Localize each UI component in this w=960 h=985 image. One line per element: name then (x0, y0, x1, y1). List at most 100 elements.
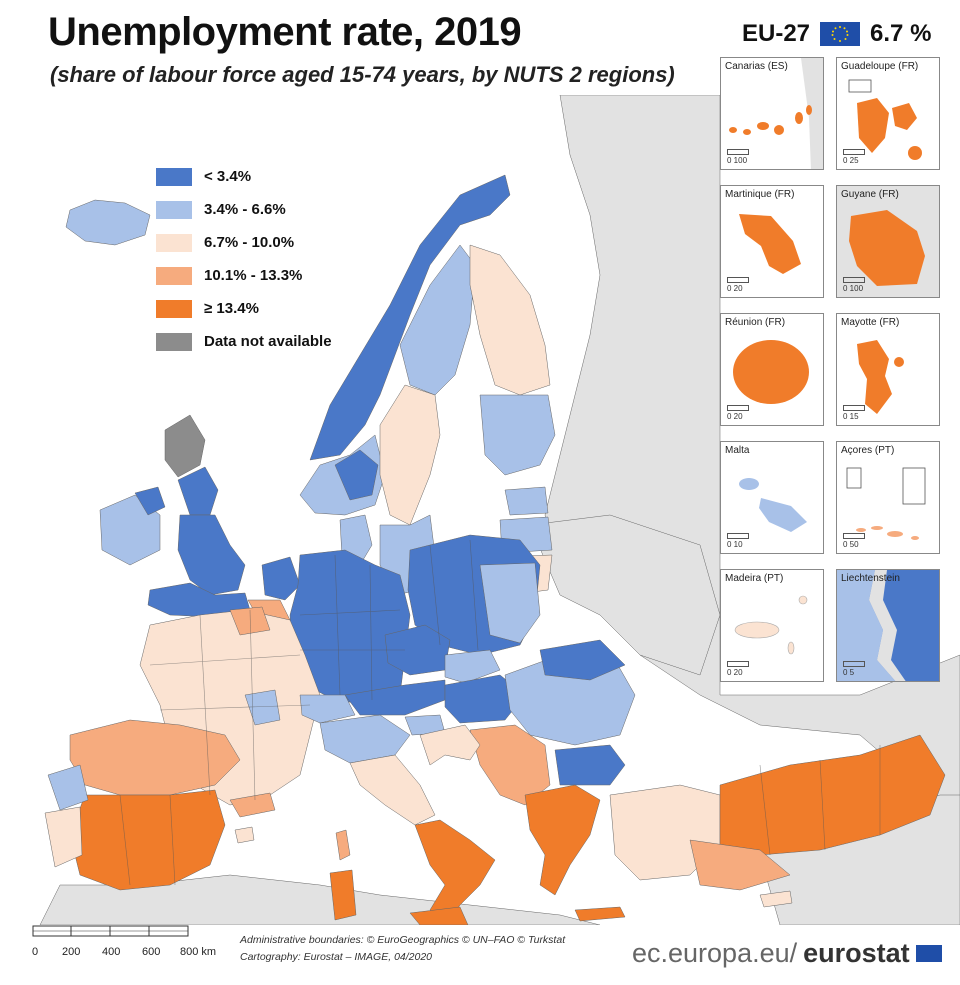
legend-label-2: 3.4% - 6.6% (204, 201, 286, 218)
inset-map-malta (721, 442, 823, 553)
crete-region (574, 906, 626, 922)
inset-guyane: Guyane (FR) 0 100 (836, 185, 940, 298)
inset-name-martinique: Martinique (FR) (725, 189, 795, 200)
france-south-region (229, 792, 276, 818)
estonia-region (504, 486, 549, 516)
legend-label-5: ≥ 13.4% (204, 300, 259, 317)
ireland-region (99, 494, 161, 566)
cyprus-region (759, 890, 793, 908)
romania-north-region (539, 639, 626, 681)
finland-north-region (469, 244, 551, 396)
legend-swatch-5 (156, 299, 192, 318)
region-borders (119, 539, 881, 886)
inset-scale-liechtenstein: 0 5 (843, 661, 865, 677)
inset-panel: Canarias (ES) 0 100 Guadeloupe (FR) 0 25… (720, 57, 942, 685)
legend-item-1: < 3.4% (156, 160, 332, 193)
legend-label-4: 10.1% - 13.3% (204, 267, 303, 284)
scale-tick-800: 800 km (180, 946, 217, 958)
eu-average-badge: EU-27 6.7 % (742, 20, 931, 48)
inset-name-canarias: Canarias (ES) (725, 61, 788, 72)
inset-mayotte: Mayotte (FR) 0 15 (836, 313, 940, 426)
inset-scale-mayotte: 0 15 (843, 405, 865, 421)
credits-boundaries: Administrative boundaries: © EuroGeograp… (240, 934, 566, 946)
slovakia-region (444, 649, 501, 684)
credits-cartography: Cartography: Eurostat – IMAGE, 04/2020 (240, 951, 433, 963)
inset-name-mayotte: Mayotte (FR) (841, 317, 900, 328)
inset-scale-acores: 0 50 (843, 533, 865, 549)
inset-madeira: Madeira (PT) 0 20 (720, 569, 824, 682)
inset-name-guyane: Guyane (FR) (841, 189, 899, 200)
map-title: Unemployment rate, 2019 (48, 10, 522, 54)
inset-name-reunion: Réunion (FR) (725, 317, 786, 328)
map-subtitle: (share of labour force aged 15-74 years,… (50, 62, 675, 87)
sardinia-region (329, 869, 357, 921)
eurostat-name: eurostat (803, 938, 910, 968)
inset-scale-martinique: 0 20 (727, 277, 749, 293)
uk-mid-region (177, 514, 246, 596)
map-legend: < 3.4% 3.4% - 6.6% 6.7% - 10.0% 10.1% - … (156, 160, 332, 358)
inset-map-mayotte (837, 314, 939, 425)
italy-south-region (414, 819, 496, 925)
inset-scale-madeira: 0 20 (727, 661, 749, 677)
italy-central-region (349, 754, 436, 826)
scale-bar-ticks: 0 200 400 600 800 km (32, 946, 216, 958)
sweden-north-region (399, 244, 476, 396)
legend-swatch-3 (156, 233, 192, 252)
corsica-region (335, 829, 351, 861)
legend-label-1: < 3.4% (204, 168, 252, 185)
greece-region (524, 784, 601, 896)
eu-flag-icon (820, 22, 861, 46)
sicily-region (409, 906, 469, 925)
inset-map-madeira (721, 570, 823, 681)
eu-value: 6.7 % (870, 20, 932, 47)
inset-map-liechtenstein (837, 570, 939, 681)
legend-item-6: Data not available (156, 325, 332, 358)
inset-scale-reunion: 0 20 (727, 405, 749, 421)
legend-item-2: 3.4% - 6.6% (156, 193, 332, 226)
legend-item-3: 6.7% - 10.0% (156, 226, 332, 259)
eurostat-prefix: ec.europa.eu/ (632, 938, 798, 968)
inset-name-liechtenstein: Liechtenstein (841, 573, 900, 584)
legend-swatch-6 (156, 332, 192, 351)
inset-map-guadeloupe (837, 58, 939, 169)
inset-scale-malta: 0 10 (727, 533, 749, 549)
scale-tick-400: 400 (102, 946, 121, 958)
finland-south-region (479, 394, 556, 476)
sweden-mid-region (379, 384, 441, 526)
inset-name-madeira: Madeira (PT) (725, 573, 784, 584)
eu-flag-small-icon (915, 945, 942, 962)
portugal-south-region (44, 806, 83, 868)
inset-martinique: Martinique (FR) 0 20 (720, 185, 824, 298)
balearic-region (234, 826, 255, 844)
scale-bar-graphic (32, 925, 189, 937)
inset-guadeloupe: Guadeloupe (FR) 0 25 (836, 57, 940, 170)
turkey-south-region (689, 839, 791, 891)
uk-north-region (177, 466, 219, 516)
inset-map-acores (837, 442, 939, 553)
legend-swatch-1 (156, 167, 192, 186)
legend-swatch-2 (156, 200, 192, 219)
netherlands-region (261, 556, 301, 601)
poland-east-region (479, 562, 541, 644)
inset-name-malta: Malta (725, 445, 750, 456)
inset-reunion: Réunion (FR) 0 20 (720, 313, 824, 426)
inset-acores: Açores (PT) 0 50 (836, 441, 940, 554)
inset-scale-guyane: 0 100 (843, 277, 865, 293)
switzerland-region (299, 694, 356, 724)
iceland-region (65, 199, 151, 246)
hungary-region (444, 674, 526, 724)
eurostat-branding[interactable]: ec.europa.eu/eurostat (632, 938, 942, 969)
norway-region (309, 174, 511, 461)
inset-malta: Malta 0 10 (720, 441, 824, 554)
credits: Administrative boundaries: © EuroGeograp… (240, 932, 565, 966)
legend-label-6: Data not available (204, 333, 332, 350)
inset-map-reunion (721, 314, 823, 425)
inset-liechtenstein: Liechtenstein 0 5 (836, 569, 940, 682)
inset-map-canarias (721, 58, 823, 169)
inset-name-acores: Açores (PT) (841, 445, 895, 456)
northern-ireland-region (134, 486, 166, 516)
inset-scale-guadeloupe: 0 25 (843, 149, 865, 165)
portugal-north-region (47, 764, 89, 811)
legend-item-4: 10.1% - 13.3% (156, 259, 332, 292)
legend-swatch-4 (156, 266, 192, 285)
